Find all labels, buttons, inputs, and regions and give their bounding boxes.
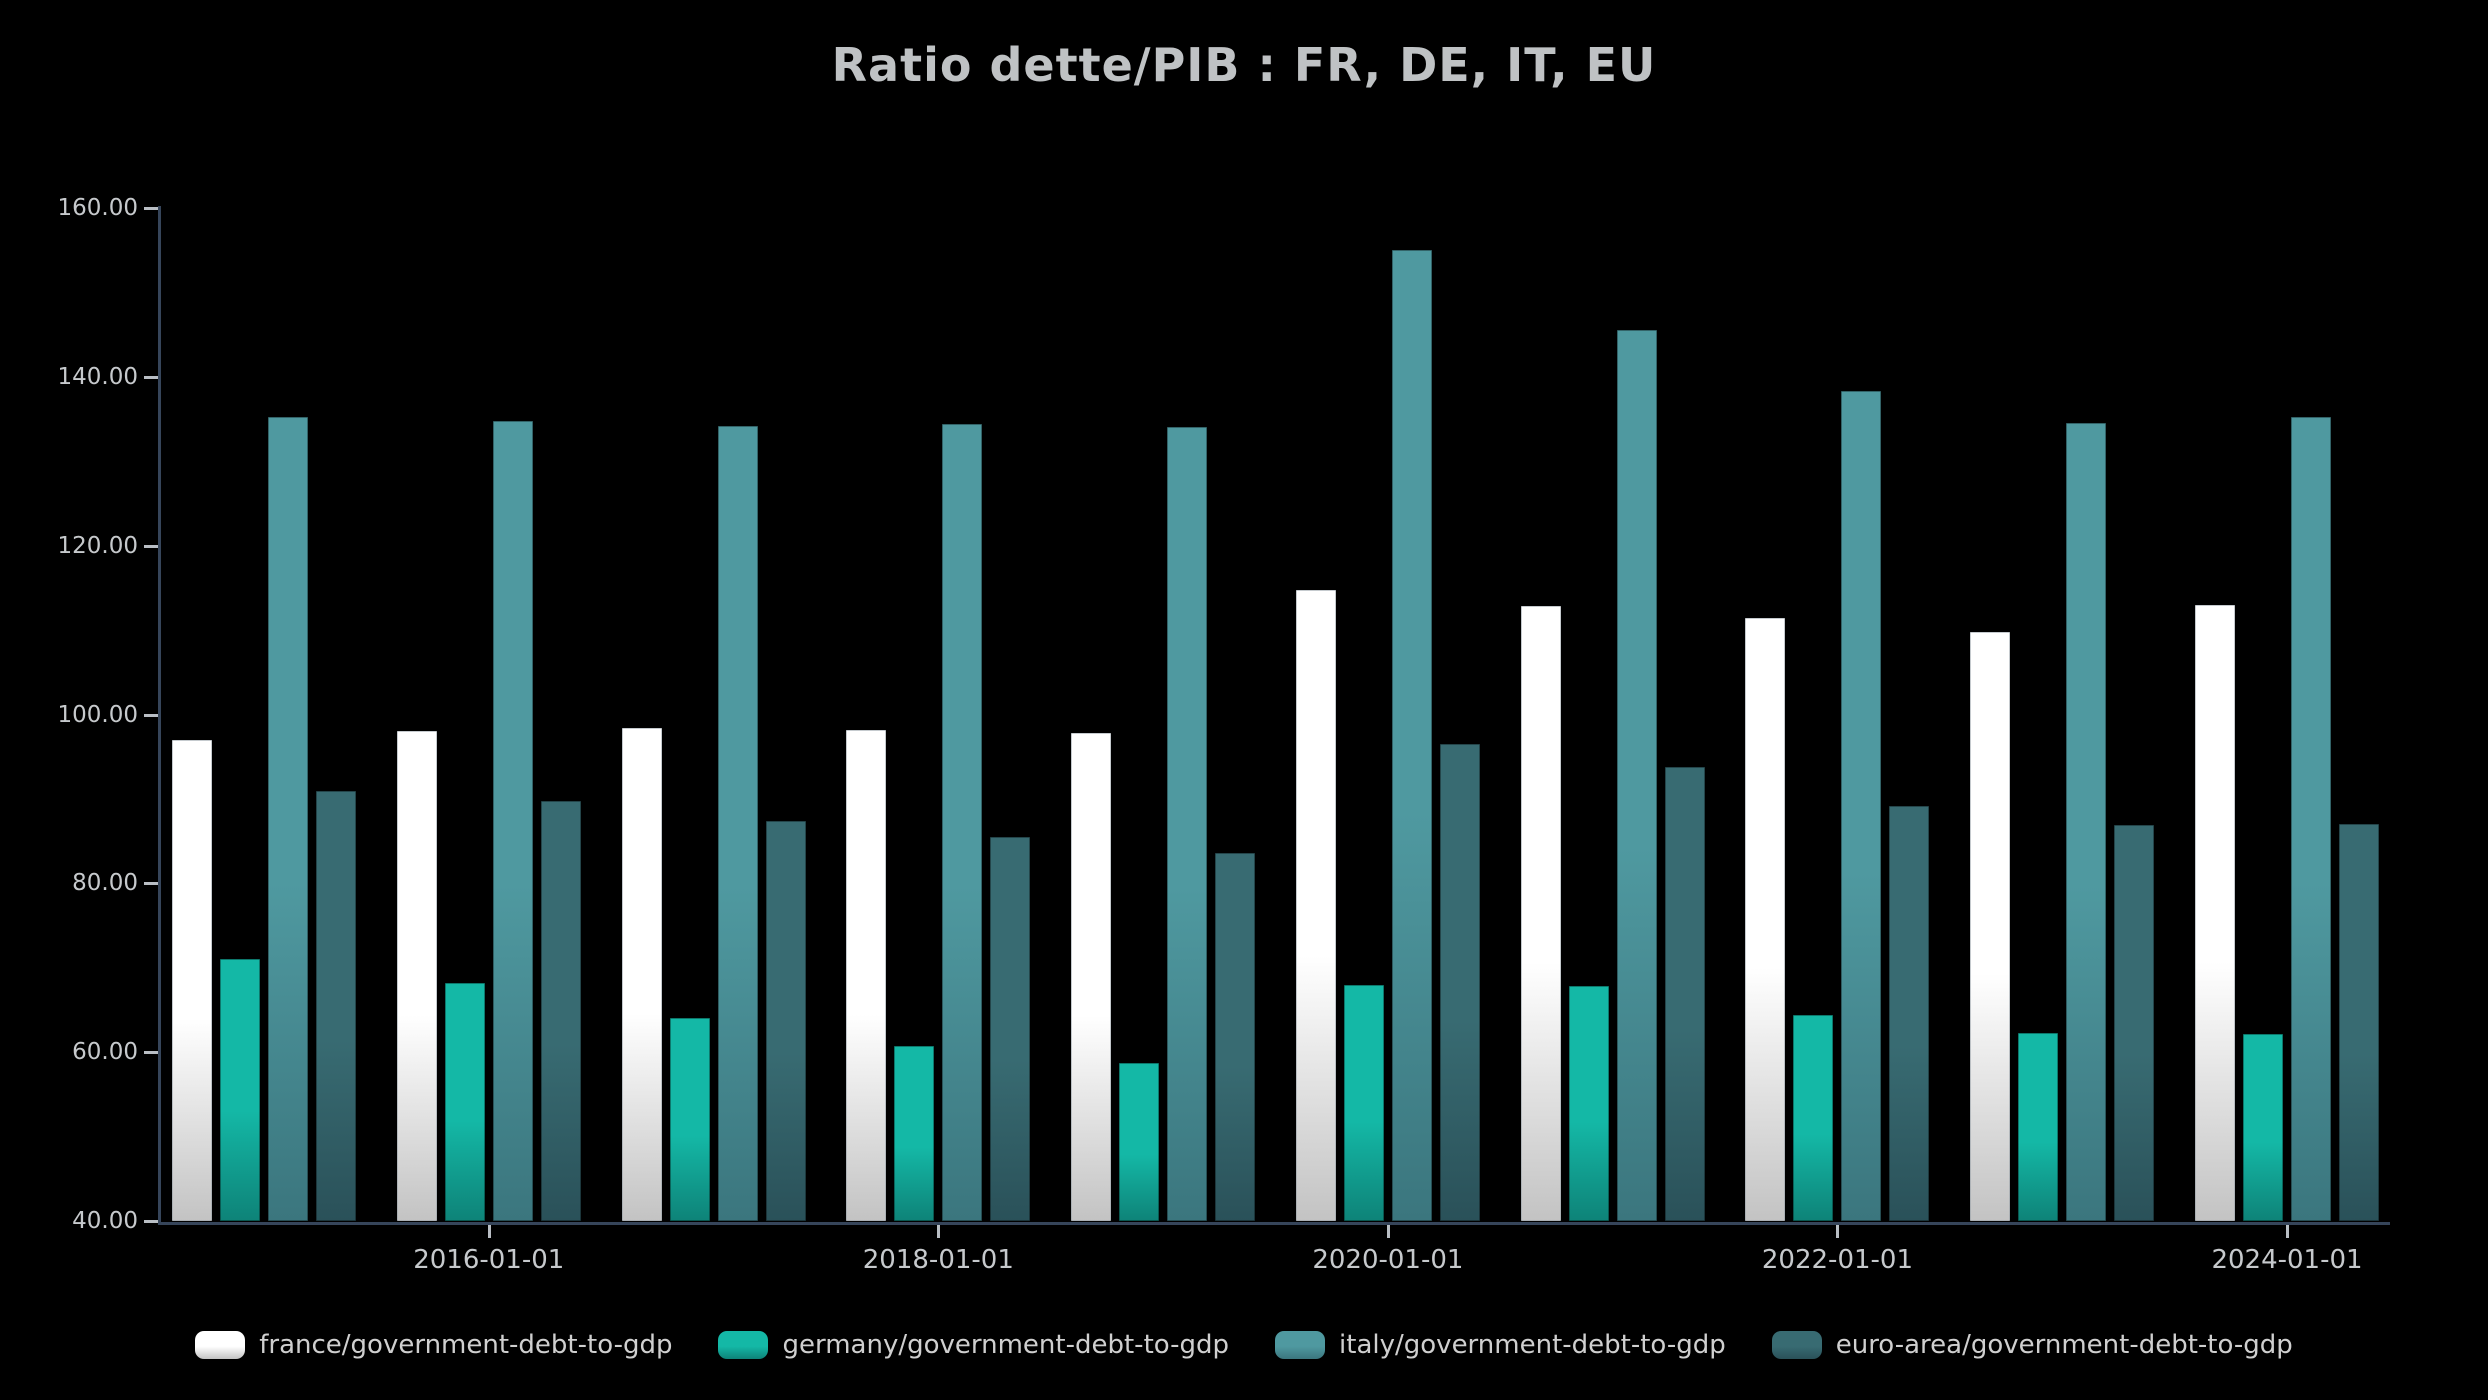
bar-group [1745, 208, 1930, 1221]
y-tick-label: 80.00 [72, 870, 138, 897]
bar [2291, 416, 2332, 1221]
bar [316, 790, 356, 1221]
y-tick-mark [144, 882, 158, 886]
x-tick-mark [1836, 1225, 1840, 1238]
bar [172, 739, 212, 1221]
y-axis-line [158, 206, 161, 1225]
y-tick-mark [144, 544, 158, 548]
bar [2339, 824, 2380, 1221]
bar-group [1071, 208, 1256, 1221]
bar [2018, 1032, 2059, 1221]
x-tick-label: 2016-01-01 [413, 1245, 565, 1275]
y-tick-label: 140.00 [57, 363, 138, 390]
bar [621, 728, 662, 1221]
legend-label: france/government-debt-to-gdp [259, 1330, 673, 1360]
x-tick-label: 2024-01-01 [2211, 1245, 2363, 1275]
bar [846, 729, 887, 1221]
bar [492, 420, 533, 1221]
bar [1071, 733, 1112, 1221]
y-tick-label: 100.00 [57, 701, 138, 728]
bar-group [1520, 208, 1705, 1221]
y-tick-mark [144, 1051, 158, 1055]
bar-group [172, 208, 356, 1221]
bar [1841, 391, 1882, 1221]
bar [1343, 984, 1384, 1221]
bar [1970, 631, 2011, 1221]
bar-group [1295, 208, 1480, 1221]
bar [894, 1046, 935, 1221]
bar [1215, 852, 1256, 1221]
y-tick-label: 120.00 [57, 532, 138, 559]
bar [220, 959, 260, 1221]
x-axis-line [158, 1222, 2390, 1225]
bar-group [396, 208, 581, 1221]
x-tick-mark [487, 1225, 491, 1238]
legend-swatch [718, 1331, 769, 1359]
y-tick-mark [144, 1220, 158, 1223]
chart-title: Ratio dette/PIB : FR, DE, IT, EU [831, 38, 1657, 92]
bar-group [2195, 208, 2380, 1221]
legend-swatch [195, 1331, 246, 1359]
bar [396, 731, 437, 1221]
legend-item[interactable]: germany/government-debt-to-gdp [718, 1330, 1229, 1360]
x-tick-mark [2286, 1225, 2290, 1238]
bar [2114, 825, 2155, 1221]
bar [1439, 744, 1480, 1221]
bar [765, 820, 806, 1221]
bar [1167, 426, 1208, 1221]
legend-label: germany/government-debt-to-gdp [782, 1330, 1230, 1360]
legend-item[interactable]: euro-area/government-debt-to-gdp [1771, 1330, 2293, 1360]
bar-group [621, 208, 806, 1221]
x-tick-mark [1386, 1225, 1390, 1238]
x-tick-label: 2018-01-01 [862, 1245, 1014, 1275]
bar-group [846, 208, 1031, 1221]
bar [444, 982, 485, 1221]
bar [1664, 766, 1705, 1221]
bar [2243, 1033, 2284, 1221]
y-tick-label: 160.00 [57, 195, 138, 221]
bar [540, 800, 581, 1221]
bar [1520, 605, 1561, 1221]
legend-item[interactable]: france/government-debt-to-gdp [195, 1330, 672, 1360]
bar [990, 836, 1031, 1221]
x-tick-label: 2020-01-01 [1312, 1245, 1464, 1275]
bar [2066, 423, 2107, 1221]
legend-swatch [1275, 1331, 1326, 1359]
y-tick-label: 60.00 [72, 1039, 138, 1066]
y-tick-mark [144, 375, 158, 379]
bar [1616, 329, 1657, 1221]
bar [1889, 805, 1930, 1221]
bar [2195, 604, 2236, 1221]
y-tick-mark [144, 207, 158, 210]
bar [1793, 1015, 1834, 1221]
x-tick-mark [937, 1225, 941, 1238]
bar [1295, 589, 1336, 1221]
y-tick-label: 40.00 [72, 1208, 138, 1234]
bar-group [1970, 208, 2155, 1221]
bar [1119, 1063, 1160, 1221]
bar [942, 424, 983, 1221]
bar [1568, 985, 1609, 1221]
bar [717, 425, 758, 1221]
legend-item[interactable]: italy/government-debt-to-gdp [1275, 1330, 1726, 1360]
y-tick-mark [144, 713, 158, 717]
bar [1745, 618, 1786, 1221]
legend-label: italy/government-debt-to-gdp [1339, 1330, 1726, 1360]
bar [1391, 250, 1432, 1221]
legend-label: euro-area/government-debt-to-gdp [1835, 1330, 2293, 1360]
legend-swatch [1771, 1331, 1822, 1359]
legend: france/government-debt-to-gdp germany/gov… [0, 1330, 2488, 1360]
bar [268, 417, 308, 1221]
x-tick-label: 2022-01-01 [1761, 1245, 1913, 1275]
bar [669, 1018, 710, 1221]
